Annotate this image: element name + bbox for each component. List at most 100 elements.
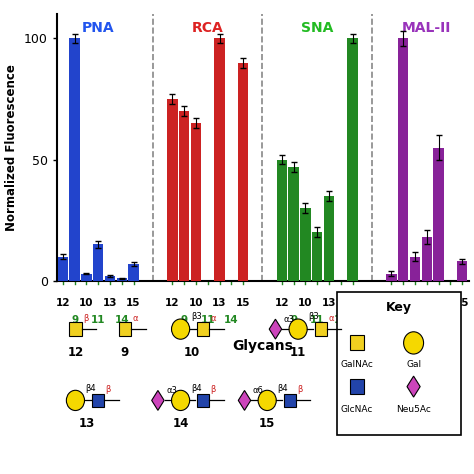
Text: 10: 10 bbox=[189, 298, 203, 308]
Bar bbox=[350, 335, 364, 350]
Text: α: α bbox=[328, 314, 334, 323]
Text: 15: 15 bbox=[236, 298, 250, 308]
Text: 10: 10 bbox=[298, 298, 313, 308]
Bar bbox=[93, 245, 103, 281]
Bar bbox=[457, 262, 467, 281]
Text: 14: 14 bbox=[334, 315, 348, 325]
Bar bbox=[421, 237, 432, 281]
Text: 9: 9 bbox=[121, 346, 129, 359]
Text: Key: Key bbox=[386, 301, 412, 314]
Bar bbox=[289, 167, 299, 281]
Circle shape bbox=[289, 319, 307, 339]
Text: β: β bbox=[106, 385, 111, 394]
Bar bbox=[167, 99, 177, 281]
Polygon shape bbox=[238, 391, 251, 410]
Bar bbox=[324, 196, 334, 281]
Text: 14: 14 bbox=[173, 418, 189, 430]
Text: 15: 15 bbox=[346, 298, 360, 308]
Text: 13: 13 bbox=[212, 298, 227, 308]
Text: 9: 9 bbox=[181, 315, 188, 325]
Text: 12: 12 bbox=[55, 298, 70, 308]
Text: 13: 13 bbox=[79, 418, 95, 430]
Text: α3: α3 bbox=[166, 386, 177, 395]
Text: 12: 12 bbox=[384, 298, 399, 308]
Circle shape bbox=[172, 319, 190, 339]
Bar bbox=[69, 38, 80, 281]
Text: 14: 14 bbox=[443, 315, 458, 325]
Text: GlcNAc: GlcNAc bbox=[341, 405, 374, 414]
Text: β4: β4 bbox=[86, 383, 96, 392]
Text: Gal: Gal bbox=[406, 360, 421, 369]
Text: 12: 12 bbox=[67, 346, 83, 359]
Text: β: β bbox=[83, 314, 88, 323]
Polygon shape bbox=[407, 376, 420, 397]
Bar bbox=[283, 393, 296, 407]
Text: β: β bbox=[297, 385, 303, 394]
Circle shape bbox=[172, 390, 190, 410]
Bar bbox=[398, 38, 409, 281]
Circle shape bbox=[66, 390, 84, 410]
Bar bbox=[347, 38, 358, 281]
Text: α: α bbox=[132, 314, 138, 323]
Text: β3: β3 bbox=[191, 312, 201, 321]
Text: GalNAc: GalNAc bbox=[341, 360, 374, 369]
Text: 13: 13 bbox=[322, 298, 336, 308]
Circle shape bbox=[258, 390, 276, 410]
Text: 11: 11 bbox=[290, 346, 306, 359]
Text: 9: 9 bbox=[290, 315, 297, 325]
Text: 11: 11 bbox=[91, 315, 105, 325]
Text: PNA: PNA bbox=[82, 21, 115, 36]
Bar bbox=[118, 322, 131, 336]
Bar bbox=[214, 38, 225, 281]
Text: α3: α3 bbox=[283, 315, 294, 324]
Bar bbox=[197, 393, 210, 407]
Text: Neu5Ac: Neu5Ac bbox=[396, 405, 431, 414]
Bar bbox=[315, 322, 327, 336]
Bar bbox=[92, 393, 104, 407]
Text: 15: 15 bbox=[259, 418, 275, 430]
Bar bbox=[433, 147, 444, 281]
Text: MAL-II: MAL-II bbox=[402, 21, 451, 36]
Bar bbox=[312, 232, 322, 281]
Text: 10: 10 bbox=[184, 346, 200, 359]
Text: β3: β3 bbox=[309, 312, 319, 321]
Text: β4: β4 bbox=[191, 383, 201, 392]
Bar bbox=[117, 278, 127, 281]
Bar bbox=[277, 160, 287, 281]
Text: 15: 15 bbox=[126, 298, 141, 308]
Bar bbox=[238, 63, 248, 281]
Text: 14: 14 bbox=[224, 315, 238, 325]
Text: 13: 13 bbox=[103, 298, 117, 308]
Bar bbox=[81, 273, 91, 281]
Text: β4: β4 bbox=[277, 383, 288, 392]
Text: 13: 13 bbox=[431, 298, 446, 308]
Text: SNA: SNA bbox=[301, 21, 333, 36]
Bar bbox=[128, 264, 139, 281]
Text: Glycans: Glycans bbox=[232, 339, 293, 353]
Text: 9: 9 bbox=[71, 315, 78, 325]
Text: 12: 12 bbox=[274, 298, 289, 308]
Polygon shape bbox=[152, 391, 164, 410]
Text: 9: 9 bbox=[400, 315, 407, 325]
Text: 11: 11 bbox=[419, 315, 434, 325]
Bar bbox=[191, 123, 201, 281]
Text: 12: 12 bbox=[165, 298, 180, 308]
Circle shape bbox=[403, 332, 424, 354]
Bar bbox=[179, 111, 189, 281]
Bar bbox=[57, 256, 68, 281]
Y-axis label: Normalized Fluorescence: Normalized Fluorescence bbox=[5, 64, 18, 231]
Bar bbox=[386, 273, 397, 281]
Text: 11: 11 bbox=[310, 315, 325, 325]
Text: 10: 10 bbox=[408, 298, 422, 308]
Bar bbox=[337, 292, 461, 435]
Text: 15: 15 bbox=[455, 298, 469, 308]
Text: 14: 14 bbox=[114, 315, 129, 325]
Bar bbox=[300, 208, 310, 281]
Bar bbox=[69, 322, 82, 336]
Text: β: β bbox=[211, 385, 216, 394]
Text: RCA: RCA bbox=[192, 21, 224, 36]
Text: α: α bbox=[211, 314, 216, 323]
Text: α6: α6 bbox=[253, 386, 264, 395]
Bar bbox=[350, 379, 364, 394]
Polygon shape bbox=[269, 319, 282, 339]
